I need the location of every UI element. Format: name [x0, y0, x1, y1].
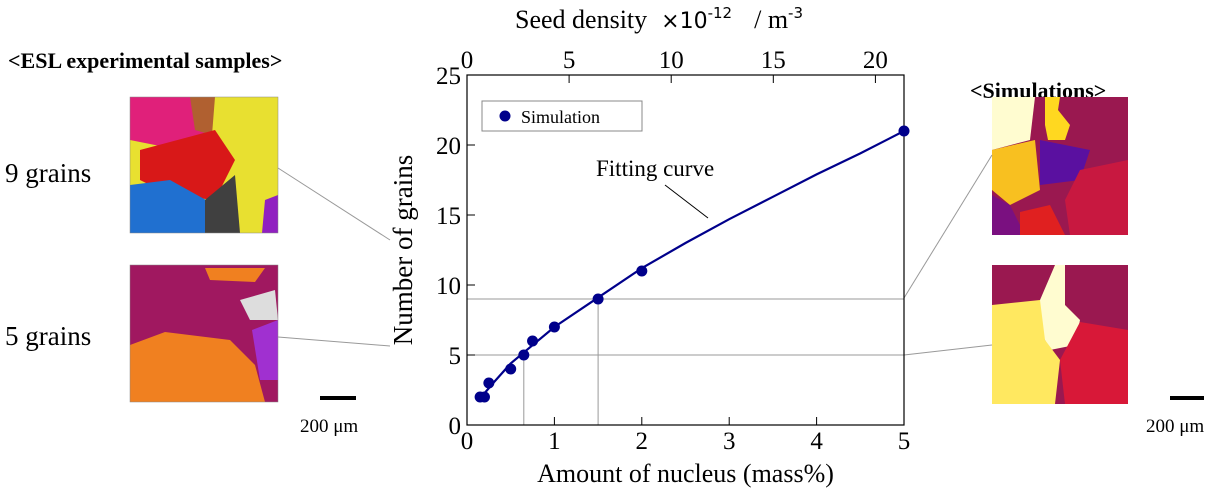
x2-label-part: -3 [788, 4, 803, 22]
x-tick-label: 0 [461, 428, 474, 455]
connector [277, 167, 391, 241]
connector [903, 154, 993, 299]
connector [277, 336, 391, 347]
y-tick-label: 20 [436, 133, 461, 160]
data-point [527, 335, 539, 347]
y-tick-label: 5 [449, 343, 462, 370]
x-axis-label: Amount of nucleus (mass%) [537, 459, 834, 488]
connector [903, 344, 993, 356]
sample-label: 9 grains [5, 158, 91, 188]
annotation: Fitting curve [596, 156, 714, 181]
x-tick-label: 2 [636, 428, 649, 455]
x2-label-part: / m [754, 5, 788, 34]
plot-frame [466, 74, 905, 426]
sample-image [129, 96, 279, 234]
x2-label-part: ×10 [661, 9, 707, 34]
data-point [898, 125, 910, 137]
chart: 0 1 2 3 4 5 0 5 10 15 20 0 5 10 15 20 25 Amount of nucleu… [388, 4, 910, 488]
x2-tick-label: 10 [659, 47, 684, 74]
annotation-pointer [664, 184, 709, 219]
scale-label: 200 μm [1146, 416, 1204, 437]
x-tick-label: 4 [810, 428, 823, 455]
simulation-image [992, 97, 1128, 235]
y-tick-label: 25 [436, 63, 461, 90]
legend-label: Simulation [521, 107, 600, 127]
x-tick-label: 5 [898, 428, 911, 455]
scale-label: 200 μm [300, 416, 358, 437]
data-point [505, 363, 517, 375]
data-point [483, 377, 495, 389]
x-tick-label: 3 [723, 428, 736, 455]
x2-tick-label: 5 [563, 47, 576, 74]
x-tick-label: 1 [548, 428, 561, 455]
legend-marker [499, 110, 511, 122]
y-tick-label: 15 [436, 203, 461, 230]
x2-label-part: -12 [708, 4, 733, 22]
data-point [592, 293, 604, 305]
sample-label: 5 grains [5, 321, 91, 351]
data-point [478, 391, 490, 403]
data-point [518, 349, 530, 361]
x2-axis-label: Seed density ×10-12 / m-3 [515, 4, 803, 34]
y-tick-label: 0 [449, 413, 462, 440]
simulation-image [992, 265, 1128, 404]
data-point [548, 321, 560, 333]
x2-tick-label: 20 [863, 47, 888, 74]
y-axis-label: Number of grains [388, 155, 418, 345]
x2-tick-label: 0 [461, 47, 474, 74]
data-point [636, 265, 648, 277]
x2-label-part: Seed density [515, 5, 647, 34]
x2-tick-label: 15 [761, 47, 786, 74]
left-title: <ESL experimental samples> [8, 48, 282, 73]
sample-image [129, 264, 279, 403]
y-tick-label: 10 [436, 273, 461, 300]
